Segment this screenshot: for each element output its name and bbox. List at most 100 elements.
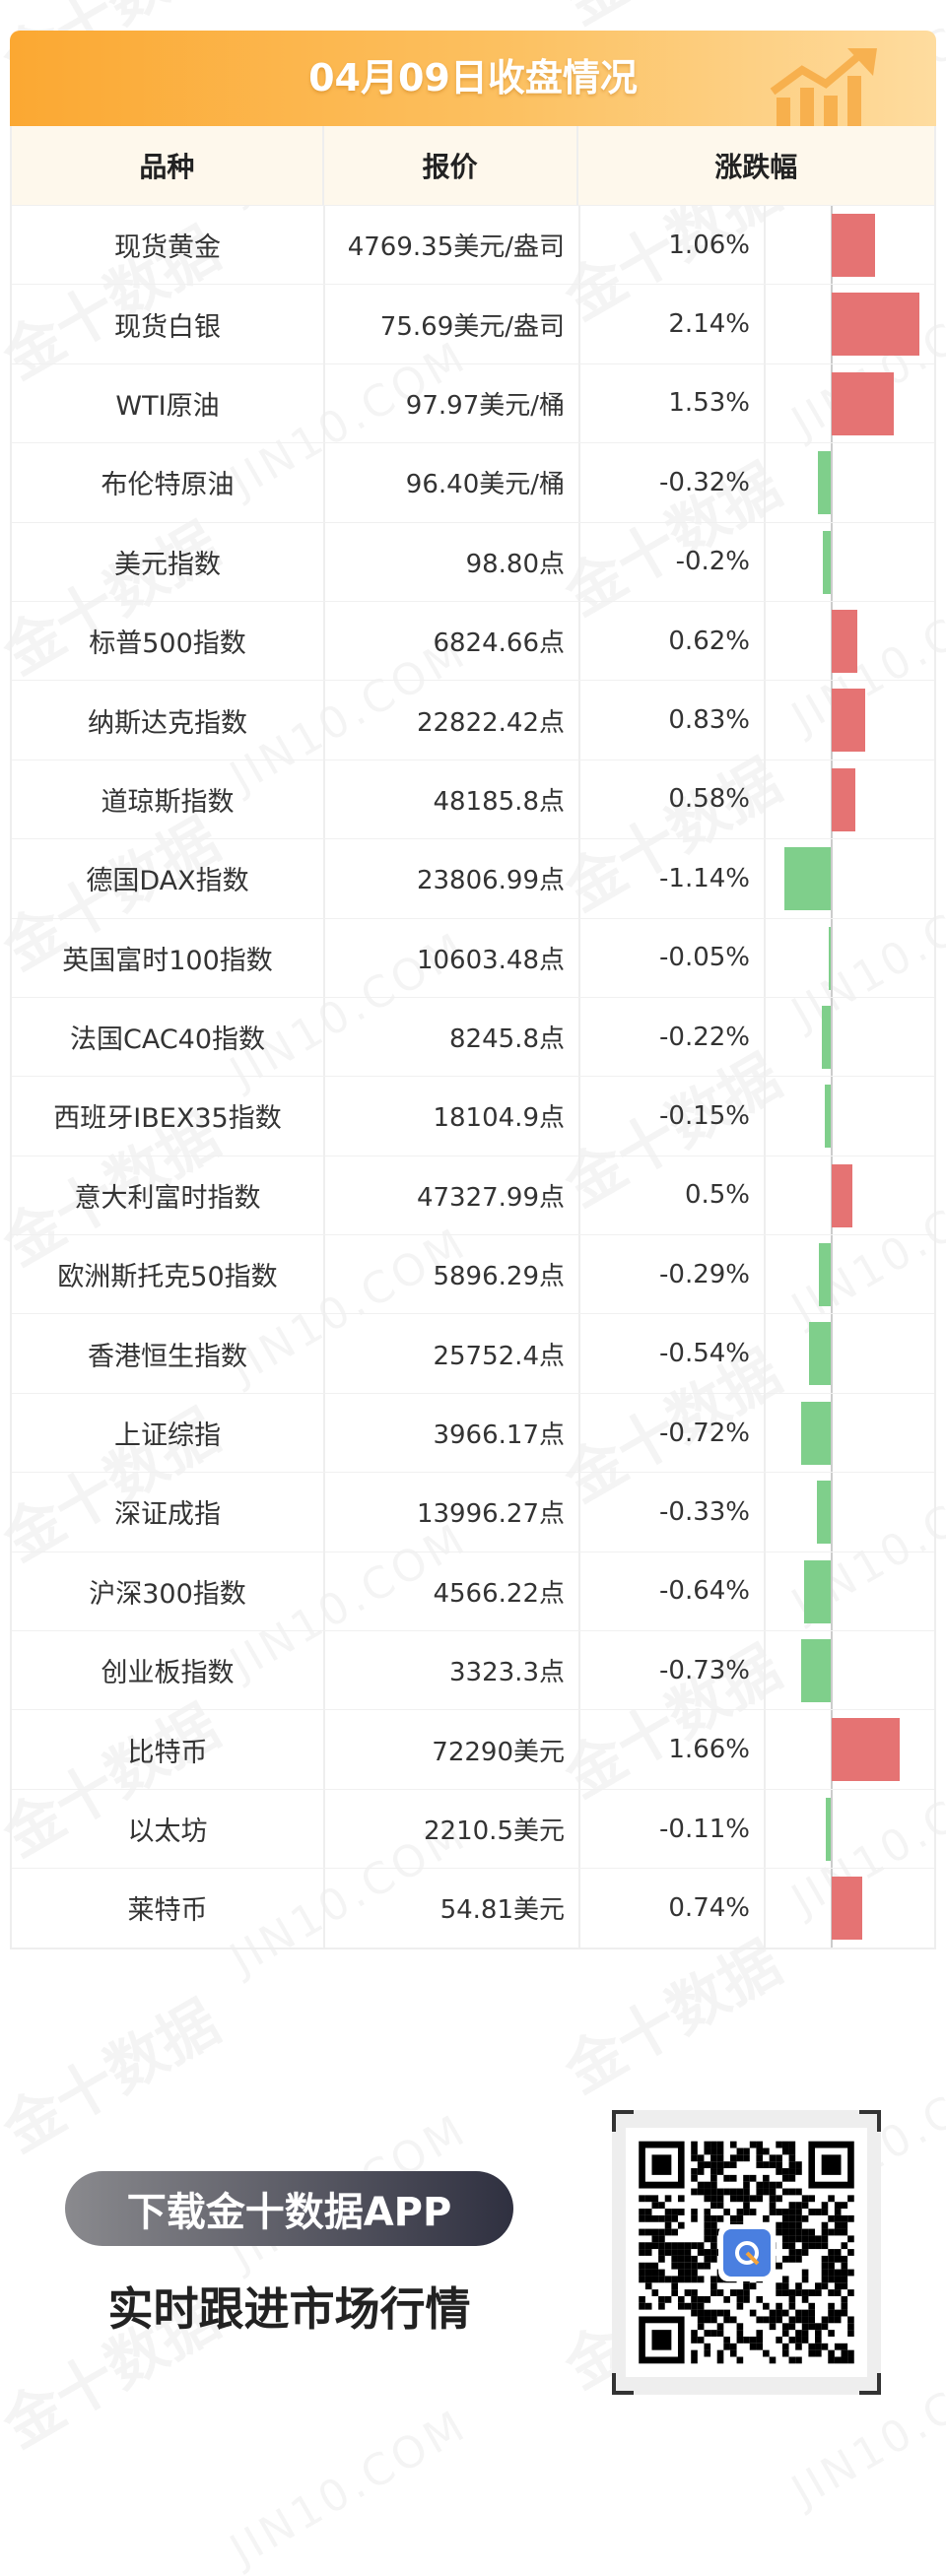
table-row: 现货黄金 4769.35美元/盎司 1.06% <box>12 205 934 285</box>
instrument-name: 现货白银 <box>12 285 325 363</box>
change-bar <box>800 1639 831 1703</box>
instrument-change: -1.14% <box>580 839 766 918</box>
change-bar <box>826 1797 831 1861</box>
download-app-button[interactable]: 下载金十数据APP <box>65 2171 513 2246</box>
instrument-price: 54.81美元 <box>325 1869 580 1948</box>
change-bar-cell <box>766 522 934 601</box>
instrument-name: 创业板指数 <box>12 1631 325 1710</box>
change-bar-cell <box>766 1869 934 1948</box>
change-bar <box>832 214 875 277</box>
table-row: 创业板指数 3323.3点 -0.73% <box>12 1630 934 1710</box>
instrument-price: 5896.29点 <box>325 1235 580 1314</box>
instrument-change: 0.74% <box>580 1869 766 1948</box>
instrument-change: -0.29% <box>580 1235 766 1314</box>
change-bar <box>818 1243 831 1307</box>
change-bar <box>832 1163 852 1227</box>
slogan: 实时跟进市场行情 <box>107 2282 471 2336</box>
table-row: 现货白银 75.69美元/盎司 2.14% <box>12 284 934 363</box>
table-row: 美元指数 98.80点 -0.2% <box>12 521 934 601</box>
instrument-change: 0.5% <box>580 1156 766 1235</box>
table-row: 欧洲斯托克50指数 5896.29点 -0.29% <box>12 1234 934 1314</box>
table-row: 英国富时100指数 10603.48点 -0.05% <box>12 917 934 997</box>
zero-axis <box>831 839 833 918</box>
change-bar-cell <box>766 1077 934 1156</box>
instrument-name: 英国富时100指数 <box>12 918 325 997</box>
zero-axis <box>831 1235 833 1314</box>
instrument-name: 布伦特原油 <box>12 443 325 522</box>
table-row: 香港恒生指数 25752.4点 -0.54% <box>12 1313 934 1393</box>
instrument-change: 1.53% <box>580 363 766 443</box>
instrument-change: -0.32% <box>580 443 766 522</box>
title-banner: 04月09日收盘情况 <box>10 31 936 126</box>
change-bar <box>832 1877 862 1941</box>
instrument-change: -0.54% <box>580 1314 766 1393</box>
instrument-change: -0.05% <box>580 918 766 997</box>
instrument-name: 沪深300指数 <box>12 1552 325 1631</box>
table-row: 布伦特原油 96.40美元/桶 -0.32% <box>12 442 934 522</box>
instrument-price: 75.69美元/盎司 <box>325 285 580 363</box>
instrument-price: 4566.22点 <box>325 1552 580 1631</box>
instrument-change: 0.58% <box>580 760 766 839</box>
change-bar <box>824 1085 831 1149</box>
change-bar <box>832 689 866 753</box>
table-row: WTI原油 97.97美元/桶 1.53% <box>12 363 934 443</box>
zero-axis <box>831 1473 833 1552</box>
instrument-name: 比特币 <box>12 1710 325 1789</box>
zero-axis <box>831 1552 833 1631</box>
change-bar <box>808 1322 831 1386</box>
instrument-price: 6824.66点 <box>325 601 580 681</box>
zero-axis <box>831 522 833 601</box>
instrument-price: 98.80点 <box>325 522 580 601</box>
zero-axis <box>831 1393 833 1473</box>
instrument-price: 3966.17点 <box>325 1393 580 1473</box>
instrument-price: 96.40美元/桶 <box>325 443 580 522</box>
instrument-change: 1.06% <box>580 206 766 285</box>
table-row: 纳斯达克指数 22822.42点 0.83% <box>12 680 934 760</box>
instrument-change: -0.73% <box>580 1631 766 1710</box>
instrument-name: 标普500指数 <box>12 601 325 681</box>
change-bar <box>783 847 831 911</box>
column-header-price: 报价 <box>324 126 578 205</box>
change-bar-cell <box>766 363 934 443</box>
zero-axis <box>831 1314 833 1393</box>
instrument-name: 现货黄金 <box>12 206 325 285</box>
table-row: 法国CAC40指数 8245.8点 -0.22% <box>12 996 934 1077</box>
change-bar <box>821 1005 831 1069</box>
change-bar-cell <box>766 206 934 285</box>
instrument-name: 纳斯达克指数 <box>12 681 325 760</box>
instrument-name: 莱特币 <box>12 1869 325 1948</box>
instrument-price: 4769.35美元/盎司 <box>325 206 580 285</box>
instrument-change: 2.14% <box>580 285 766 363</box>
table-row: 沪深300指数 4566.22点 -0.64% <box>12 1551 934 1631</box>
page-title: 04月09日收盘情况 <box>308 56 638 99</box>
instrument-price: 22822.42点 <box>325 681 580 760</box>
instrument-price: 72290美元 <box>325 1710 580 1789</box>
change-bar <box>804 1559 831 1623</box>
instrument-name: 美元指数 <box>12 522 325 601</box>
change-bar-cell <box>766 443 934 522</box>
zero-axis <box>831 443 833 522</box>
change-bar-cell <box>766 285 934 363</box>
change-bar <box>817 1481 831 1545</box>
instrument-name: 上证综指 <box>12 1393 325 1473</box>
change-bar <box>822 530 831 594</box>
table-row: 道琼斯指数 48185.8点 0.58% <box>12 759 934 839</box>
change-bar-cell <box>766 1552 934 1631</box>
instrument-name: 深证成指 <box>12 1473 325 1552</box>
instrument-name: 法国CAC40指数 <box>12 997 325 1077</box>
table-row: 意大利富时指数 47327.99点 0.5% <box>12 1155 934 1235</box>
instrument-change: -0.72% <box>580 1393 766 1473</box>
change-bar-cell <box>766 760 934 839</box>
change-bar-cell <box>766 918 934 997</box>
qr-code <box>612 2110 881 2395</box>
change-bar-cell <box>766 1789 934 1869</box>
instrument-name: 德国DAX指数 <box>12 839 325 918</box>
instrument-name: WTI原油 <box>12 363 325 443</box>
column-header-change: 涨跌幅 <box>714 151 798 183</box>
trend-chart-icon <box>770 48 877 126</box>
zero-axis <box>831 1077 833 1156</box>
zero-axis <box>831 918 833 997</box>
change-bar <box>832 371 895 435</box>
market-table: 品种 报价 涨跌幅 现货黄金 4769.35美元/盎司 1.06% 现货白银 7… <box>10 126 936 1949</box>
change-bar <box>832 767 856 831</box>
